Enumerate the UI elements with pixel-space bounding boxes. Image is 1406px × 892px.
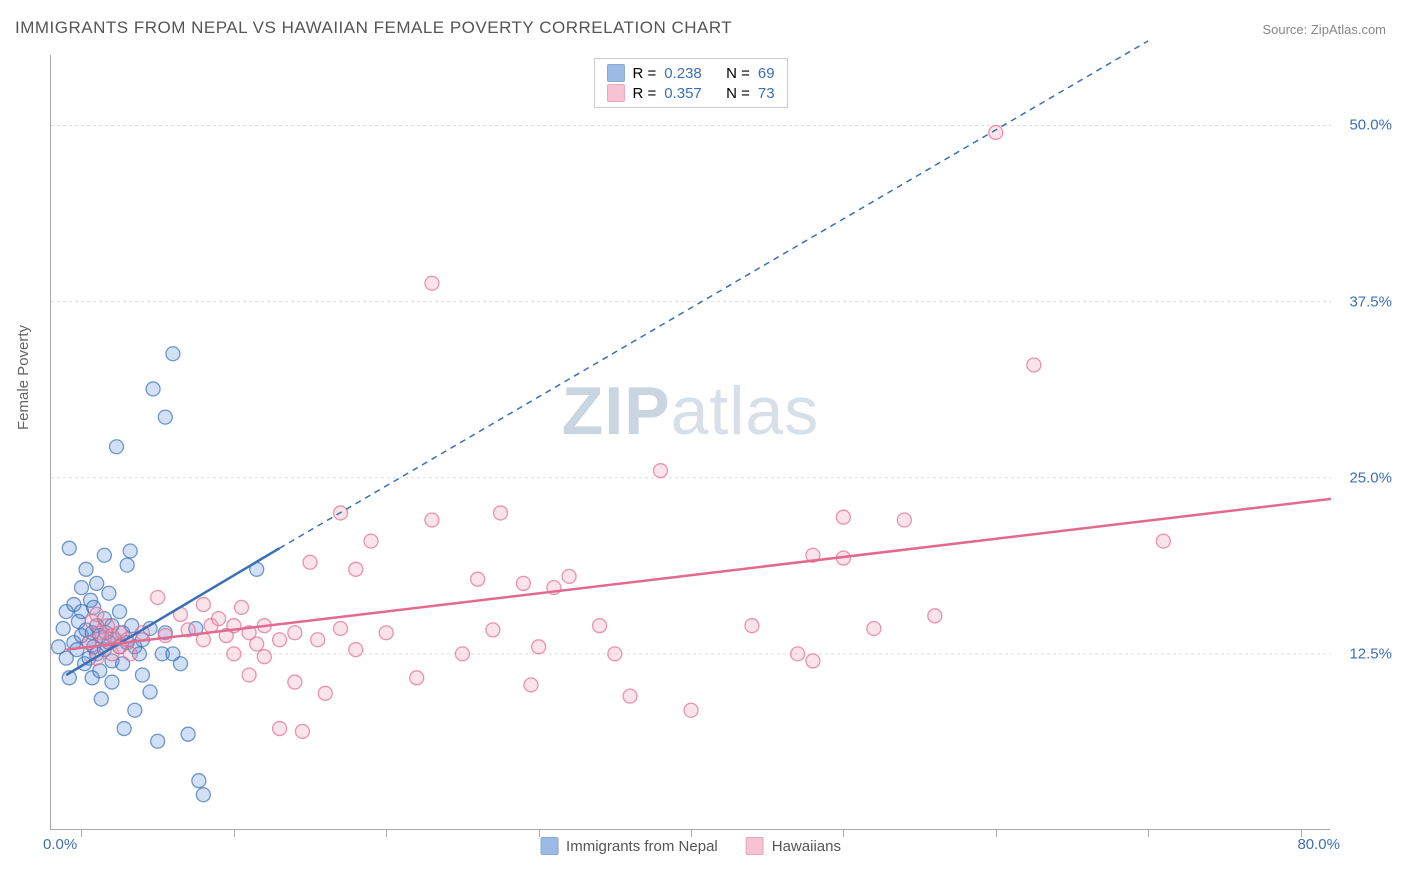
- y-tick-label: 37.5%: [1349, 293, 1392, 310]
- swatch-nepal-icon: [540, 837, 558, 855]
- nepal-n-value: 69: [758, 65, 775, 82]
- legend-item-hawaiian: Hawaiians: [746, 837, 841, 855]
- x-tick-mark: [691, 829, 692, 837]
- y-tick-label: 50.0%: [1349, 117, 1392, 134]
- nepal-r-value: 0.238: [664, 65, 702, 82]
- source-label: Source: ZipAtlas.com: [1262, 22, 1386, 37]
- x-tick-mark: [234, 829, 235, 837]
- x-tick-mark: [81, 829, 82, 837]
- x-tick-mark: [843, 829, 844, 837]
- y-tick-label: 25.0%: [1349, 469, 1392, 486]
- legend-stats-row-hawaiian: R = 0.357 N = 73: [606, 83, 774, 103]
- legend-stats-row-nepal: R = 0.238 N = 69: [606, 63, 774, 83]
- swatch-hawaiian-icon: [746, 837, 764, 855]
- hawaiian-n-value: 73: [758, 85, 775, 102]
- chart-title: IMMIGRANTS FROM NEPAL VS HAWAIIAN FEMALE…: [15, 18, 732, 38]
- x-max-label: 80.0%: [1297, 836, 1340, 853]
- legend-series: Immigrants from Nepal Hawaiians: [540, 837, 841, 855]
- chart-plot-area: ZIPatlas R = 0.238 N = 69 R = 0.357 N = …: [50, 55, 1330, 830]
- x-min-label: 0.0%: [43, 836, 77, 853]
- x-tick-mark: [1148, 829, 1149, 837]
- x-tick-mark: [386, 829, 387, 837]
- regression-layer: [51, 55, 1330, 829]
- hawaiian-r-value: 0.357: [664, 85, 702, 102]
- x-tick-mark: [996, 829, 997, 837]
- y-tick-label: 12.5%: [1349, 645, 1392, 662]
- swatch-hawaiian: [606, 84, 624, 102]
- legend-item-nepal: Immigrants from Nepal: [540, 837, 718, 855]
- x-tick-mark: [539, 829, 540, 837]
- swatch-nepal: [606, 64, 624, 82]
- legend-label-nepal: Immigrants from Nepal: [566, 838, 718, 855]
- y-axis-label: Female Poverty: [15, 325, 32, 430]
- legend-label-hawaiian: Hawaiians: [772, 838, 841, 855]
- legend-stats: R = 0.238 N = 69 R = 0.357 N = 73: [593, 58, 787, 108]
